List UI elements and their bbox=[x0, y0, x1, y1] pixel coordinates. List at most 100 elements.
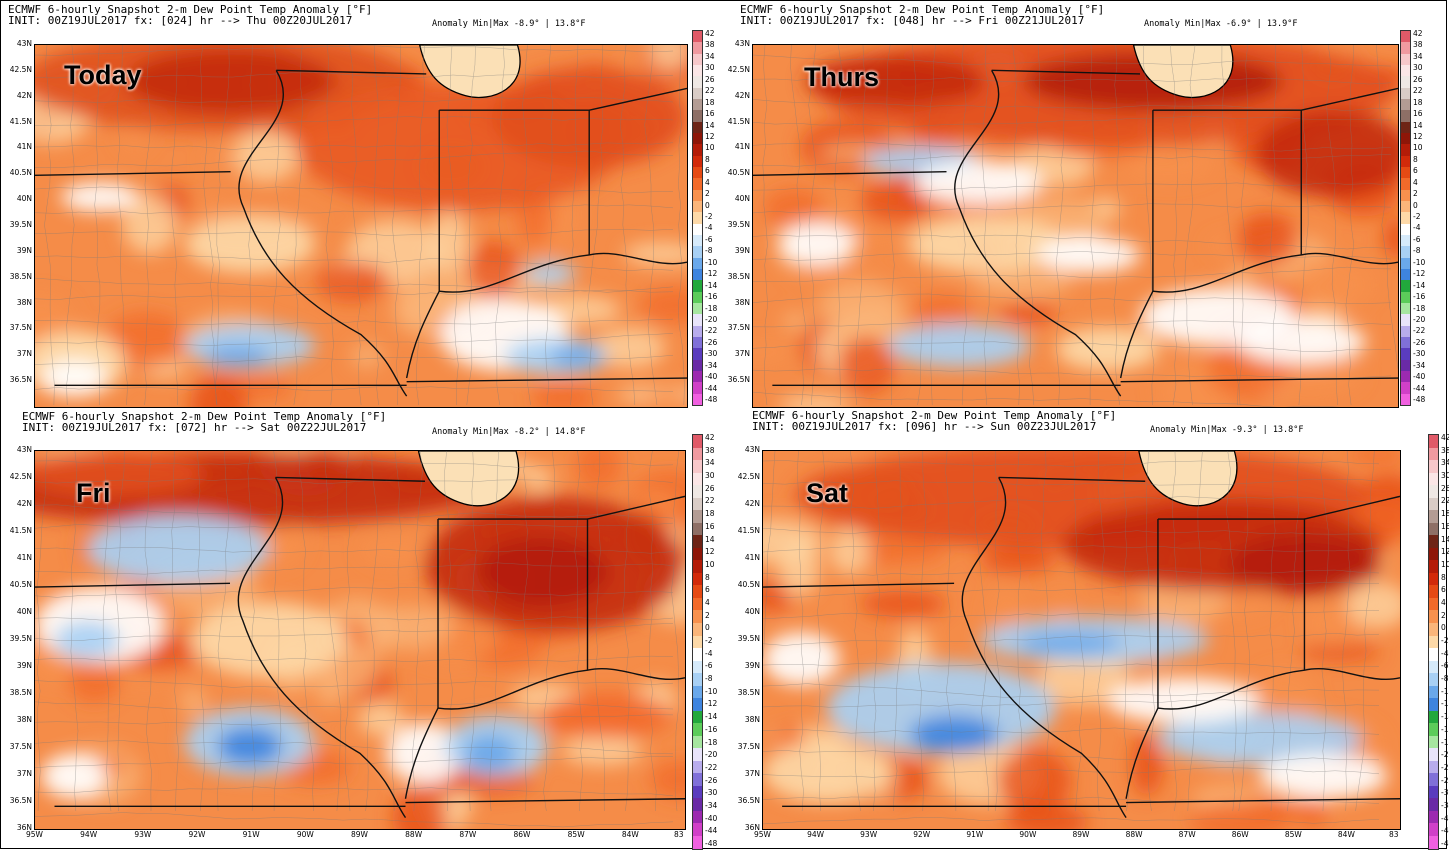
color-scale-swatch bbox=[693, 53, 702, 65]
latitude-label: 37N bbox=[744, 769, 760, 778]
color-scale-label: 2 bbox=[705, 189, 710, 199]
color-scale-label: -6 bbox=[705, 234, 713, 244]
dewpoint-anomaly-map bbox=[752, 44, 1399, 408]
color-scale-label: -18 bbox=[705, 737, 718, 747]
color-scale-label: 34 bbox=[1441, 458, 1449, 468]
color-scale-swatch bbox=[693, 460, 702, 473]
color-scale-label: 12 bbox=[705, 547, 715, 557]
color-scale-swatch bbox=[1429, 735, 1438, 749]
color-scale-label: 12 bbox=[1413, 131, 1423, 141]
color-scale-label: 26 bbox=[705, 74, 715, 84]
color-scale-label: -44 bbox=[1413, 383, 1426, 393]
color-scale-label: 34 bbox=[1413, 51, 1423, 61]
dewpoint-anomaly-map bbox=[34, 44, 688, 408]
day-label: Fri bbox=[76, 478, 111, 508]
color-scale-label: -2 bbox=[705, 636, 713, 645]
longitude-label: 83 bbox=[674, 830, 684, 839]
color-scale-swatch bbox=[693, 773, 702, 786]
color-scale-label: 16 bbox=[1413, 109, 1423, 119]
lake-michigan bbox=[419, 45, 521, 99]
color-scale-swatch bbox=[693, 760, 702, 774]
color-scale-swatch bbox=[693, 189, 702, 201]
latitude-label: 38.5N bbox=[737, 688, 760, 697]
color-scale-swatch bbox=[1401, 348, 1410, 360]
color-scale-swatch bbox=[1429, 535, 1438, 548]
color-scale-swatch bbox=[1429, 798, 1438, 811]
color-scale-label: 2 bbox=[1413, 189, 1418, 199]
color-scale-label: -18 bbox=[1413, 303, 1426, 313]
color-scale-label: 10 bbox=[705, 143, 715, 153]
panel-init-line: INIT: 00Z19JUL2017 fx: [096] hr --> Sun … bbox=[752, 420, 1097, 433]
color-scale-swatch bbox=[693, 648, 702, 661]
latitude-label: 39.5N bbox=[737, 634, 760, 643]
longitude-label: 87W bbox=[1178, 830, 1196, 839]
color-scale-label: -14 bbox=[1413, 280, 1426, 290]
color-scale-swatch bbox=[1401, 64, 1410, 77]
color-scale-label: 4 bbox=[1441, 597, 1446, 607]
color-scale-label: -2 bbox=[1441, 636, 1449, 645]
color-scale-swatch bbox=[1401, 87, 1410, 99]
color-scale-swatch bbox=[693, 698, 702, 711]
latitude-label: 41.5N bbox=[9, 526, 32, 535]
color-scale-swatch bbox=[1401, 223, 1410, 235]
color-scale-swatch bbox=[1401, 200, 1410, 213]
latitude-label: 39.5N bbox=[727, 220, 750, 229]
latitude-label: 41N bbox=[16, 553, 32, 562]
color-scale-swatch bbox=[693, 178, 702, 190]
longitude-label: 91W bbox=[242, 830, 260, 839]
color-scale-swatch bbox=[1401, 280, 1410, 292]
color-scale-swatch bbox=[1401, 314, 1410, 326]
latitude-label: 43N bbox=[744, 445, 760, 454]
day-label: Thurs bbox=[804, 62, 880, 92]
color-scale-swatch bbox=[693, 325, 702, 337]
latitude-label: 41.5N bbox=[9, 116, 32, 126]
longitude-label: 89W bbox=[351, 830, 368, 839]
day-label: Sat bbox=[806, 478, 849, 508]
color-scale-swatch bbox=[693, 710, 702, 724]
color-scale-swatch bbox=[1429, 635, 1438, 649]
color-scale-swatch bbox=[693, 110, 702, 122]
lake-michigan bbox=[1132, 45, 1234, 99]
latitude-label: 36N bbox=[744, 823, 760, 832]
color-scale-swatch bbox=[1429, 648, 1438, 661]
color-scale-label: -40 bbox=[1413, 372, 1426, 382]
color-scale-label: 42 bbox=[1413, 29, 1423, 38]
color-scale-swatch bbox=[1429, 472, 1438, 486]
color-scale-swatch bbox=[1429, 547, 1438, 561]
color-scale-swatch bbox=[1401, 393, 1410, 405]
color-scale-label: 38 bbox=[705, 40, 715, 50]
panel-init-line: INIT: 00Z19JUL2017 fx: [048] hr --> Fri … bbox=[740, 14, 1085, 27]
color-scale-bar bbox=[692, 30, 703, 406]
color-scale-swatch bbox=[693, 823, 702, 836]
latitude-label: 42N bbox=[16, 90, 32, 100]
color-scale-label: 16 bbox=[705, 521, 715, 531]
color-scale-label: 38 bbox=[1413, 40, 1423, 50]
longitude-label: 92W bbox=[188, 830, 206, 839]
color-scale-label: -48 bbox=[705, 395, 718, 404]
color-scale-label: -2 bbox=[705, 212, 713, 221]
longitude-label: 95W bbox=[26, 830, 43, 839]
color-scale-label: 30 bbox=[705, 63, 715, 73]
anomaly-min-max: Anomaly Min|Max -6.9° | 13.9°F bbox=[1144, 19, 1298, 29]
color-scale-label: 10 bbox=[1441, 559, 1449, 569]
color-scale-swatch bbox=[1401, 144, 1410, 156]
color-scale-swatch bbox=[693, 447, 702, 461]
color-scale-label: 0 bbox=[1413, 200, 1418, 210]
color-scale-swatch bbox=[693, 497, 702, 511]
day-label: Today bbox=[64, 60, 142, 90]
color-scale-label: -20 bbox=[1413, 314, 1426, 324]
color-scale-label: -30 bbox=[705, 349, 718, 359]
color-scale-label: 38 bbox=[705, 445, 715, 455]
longitude-label: 88W bbox=[1125, 830, 1143, 839]
latitude-label: 39.5N bbox=[9, 634, 32, 643]
longitude-label: 90W bbox=[1019, 830, 1037, 839]
latitude-label: 39N bbox=[744, 661, 760, 670]
color-scale-swatch bbox=[1429, 710, 1438, 724]
state-borders bbox=[753, 69, 1398, 397]
latitude-label: 36N bbox=[16, 823, 32, 832]
color-scale-swatch bbox=[1401, 302, 1410, 315]
color-scale-label: -12 bbox=[1441, 699, 1449, 709]
longitude-label: 95W bbox=[754, 830, 771, 839]
longitude-label: 93W bbox=[134, 830, 152, 839]
color-scale-swatch bbox=[1401, 42, 1410, 54]
